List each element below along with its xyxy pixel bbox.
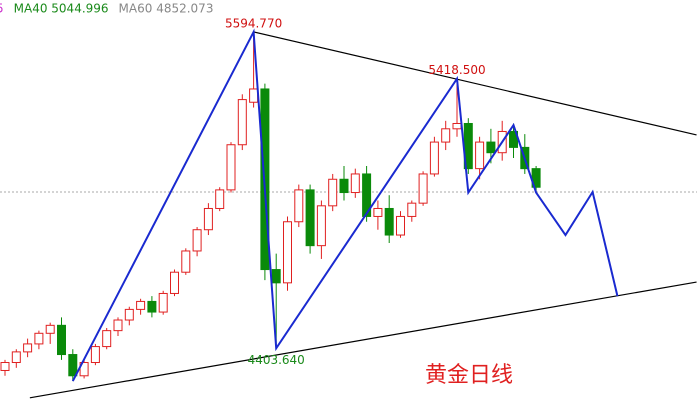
watermark: 黄金日线: [425, 363, 513, 388]
legend-item: MA40 5044.996: [14, 2, 109, 16]
candle-body: [34, 332, 44, 345]
candle-body: [452, 122, 462, 130]
trendline: [253, 31, 697, 136]
candle-body: [350, 173, 360, 194]
candle-body: [226, 144, 236, 191]
candle-body: [283, 221, 292, 284]
candle-body: [362, 173, 372, 217]
candle-body: [170, 271, 179, 294]
candle-body: [441, 128, 451, 143]
candle-body: [181, 250, 191, 273]
candle-body: [429, 141, 439, 175]
peak-label: 4403.640: [248, 353, 305, 367]
legend-item: 5: [0, 2, 4, 16]
candle-body: [136, 300, 146, 310]
candle-body: [11, 351, 21, 364]
candle-body: [192, 229, 202, 252]
candle-body: [0, 362, 10, 371]
trendline: [29, 281, 697, 399]
peak-label: 5594.770: [225, 16, 282, 30]
candle-body: [249, 88, 259, 103]
candle-body: [396, 215, 405, 236]
candle-body: [124, 308, 134, 321]
candle-body: [45, 324, 55, 334]
candle-body: [475, 141, 485, 170]
candle-body: [215, 189, 225, 209]
peak-label: 5418.500: [428, 63, 485, 77]
candle-body: [384, 207, 394, 236]
candle-body: [271, 269, 281, 284]
candle-body: [316, 205, 326, 247]
candle-body: [23, 343, 33, 353]
candle-body: [203, 207, 213, 231]
candle-body: [407, 202, 417, 217]
candle-body: [373, 207, 383, 217]
candle-body: [237, 99, 247, 146]
candle-body: [158, 292, 168, 313]
candle-body: [486, 141, 496, 154]
candle-body: [339, 178, 349, 194]
candle-body: [305, 189, 315, 247]
candle-body: [90, 346, 100, 364]
zigzag-line: [71, 28, 619, 382]
candle-body: [102, 330, 112, 348]
candle-body: [113, 319, 123, 332]
candle-body: [57, 324, 66, 356]
candle-body: [294, 189, 304, 223]
candle-body: [328, 178, 338, 207]
candle-body: [418, 173, 428, 204]
candle-body: [147, 300, 157, 313]
legend-item: MA60 4852.073: [119, 2, 214, 16]
candle-body: [68, 354, 78, 377]
